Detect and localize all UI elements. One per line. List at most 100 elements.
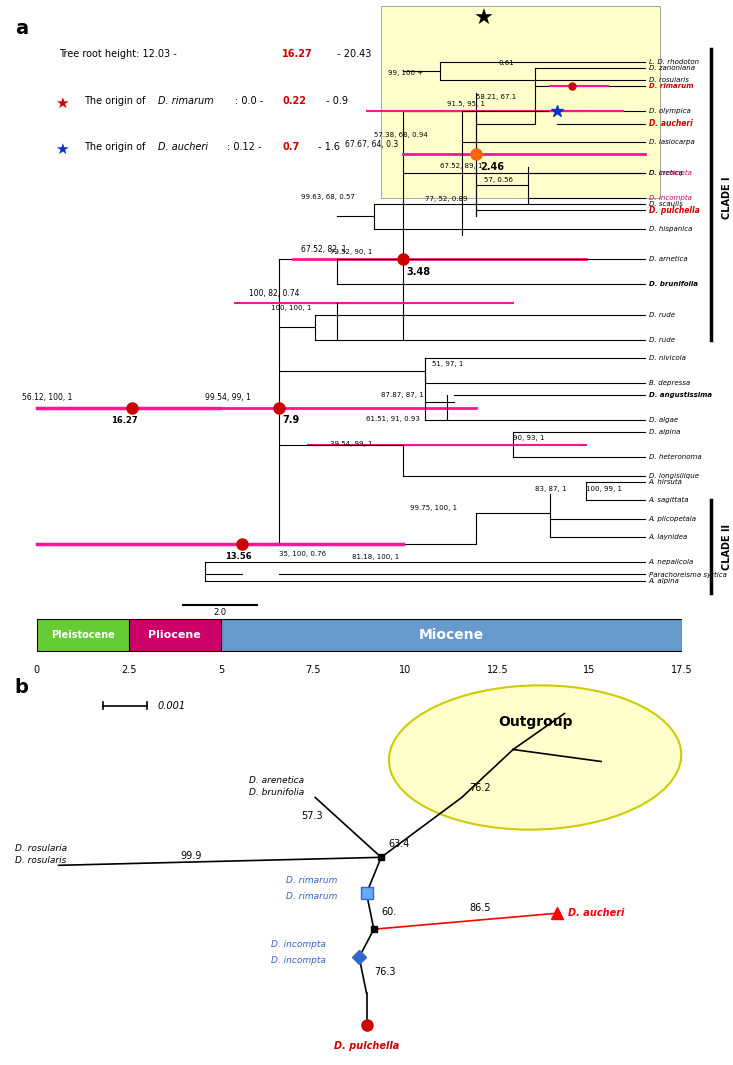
Text: D. rimarum: D. rimarum (158, 96, 213, 105)
Text: Outgroup: Outgroup (498, 715, 572, 728)
Text: 99.9: 99.9 (180, 851, 202, 862)
Ellipse shape (389, 686, 681, 830)
Text: 2.46: 2.46 (480, 162, 504, 171)
Text: D. longisilique: D. longisilique (649, 473, 699, 478)
Text: 77, 52, 0.89: 77, 52, 0.89 (425, 196, 468, 201)
Text: 7.5: 7.5 (306, 665, 321, 675)
Text: L. D. rhodoton: L. D. rhodoton (649, 59, 699, 65)
Text: 39.54, 99, 1: 39.54, 99, 1 (330, 441, 372, 447)
Text: 60.: 60. (381, 907, 397, 917)
Text: A. plicopetala: A. plicopetala (649, 515, 696, 522)
Text: 3.48: 3.48 (407, 267, 431, 277)
Text: 100, 100, 1: 100, 100, 1 (271, 305, 312, 311)
Text: 0.61: 0.61 (498, 60, 514, 66)
Text: D. aucheri: D. aucheri (568, 908, 625, 918)
Text: 0.001: 0.001 (158, 701, 185, 710)
Text: 86.5: 86.5 (469, 903, 490, 914)
Text: 0.7: 0.7 (282, 142, 300, 152)
Text: D. aucheri: D. aucheri (158, 142, 207, 152)
Text: 2.5: 2.5 (121, 665, 136, 675)
Text: a: a (15, 18, 28, 37)
Text: D. angustissima: D. angustissima (649, 392, 712, 398)
Text: 100, 99, 1: 100, 99, 1 (586, 486, 622, 492)
Text: D. nivicola: D. nivicola (649, 356, 685, 361)
Text: 10: 10 (399, 665, 411, 675)
Text: 56.12, 100, 1: 56.12, 100, 1 (22, 393, 73, 403)
Text: 57.3: 57.3 (301, 812, 323, 821)
Text: D. rimarum: D. rimarum (286, 876, 337, 885)
Text: 72.52, 90, 1: 72.52, 90, 1 (330, 249, 372, 256)
Text: D. zanoniana: D. zanoniana (649, 65, 695, 71)
Text: D. incompta: D. incompta (649, 195, 691, 200)
FancyBboxPatch shape (381, 6, 660, 198)
Text: A. hirsuta: A. hirsuta (649, 479, 682, 485)
Text: CLADE II: CLADE II (722, 524, 732, 570)
Text: 99.54, 99, 1: 99.54, 99, 1 (205, 393, 251, 403)
Bar (221, 619, 682, 651)
Text: 99, 100 +: 99, 100 + (388, 70, 424, 77)
Text: : 0.0 -: : 0.0 - (235, 96, 266, 105)
Text: 12.5: 12.5 (487, 665, 508, 675)
Text: D. brunifolia: D. brunifolia (249, 788, 304, 798)
Text: 13.56: 13.56 (225, 552, 251, 561)
Text: D. cretica: D. cretica (649, 170, 682, 176)
Text: A. laynidea: A. laynidea (649, 535, 688, 540)
Bar (37, 619, 129, 651)
Text: ★: ★ (55, 142, 69, 157)
Text: The origin of: The origin of (84, 142, 149, 152)
Text: D. pulchella: D. pulchella (649, 206, 699, 214)
Text: D. rosularia: D. rosularia (15, 845, 67, 853)
Text: A. nepalicola: A. nepalicola (649, 559, 694, 566)
Text: 51, 97, 1: 51, 97, 1 (432, 361, 464, 366)
Text: D. rimarum: D. rimarum (286, 892, 337, 901)
Text: 5: 5 (218, 665, 224, 675)
Text: 67.52, 82, 1: 67.52, 82, 1 (301, 245, 346, 255)
Text: D. olympica: D. olympica (649, 109, 690, 114)
Text: A. sagittata: A. sagittata (649, 497, 689, 504)
Text: D. aucheri: D. aucheri (649, 119, 693, 128)
Text: D. arnetica: D. arnetica (649, 257, 688, 262)
Text: 63.4: 63.4 (388, 839, 410, 850)
Text: 100, 82, 0.74: 100, 82, 0.74 (249, 290, 300, 298)
Text: b: b (15, 677, 29, 697)
Text: 2.0: 2.0 (213, 608, 226, 617)
Text: D. lasiocarpa: D. lasiocarpa (649, 140, 694, 145)
Text: ★: ★ (55, 96, 69, 111)
Text: Miocene: Miocene (419, 627, 484, 642)
Text: 17.5: 17.5 (671, 665, 693, 675)
Text: 58.21, 67.1: 58.21, 67.1 (476, 94, 517, 100)
Text: 16.27: 16.27 (282, 49, 313, 60)
Text: D. brunifolia: D. brunifolia (649, 281, 698, 288)
Text: D. incompta: D. incompta (649, 170, 691, 176)
Text: 57, 0.56: 57, 0.56 (484, 177, 513, 183)
Text: D. algae: D. algae (649, 417, 678, 423)
Text: D. pulchella: D. pulchella (334, 1042, 399, 1051)
Text: D. rimarum: D. rimarum (649, 83, 693, 89)
Text: ★: ★ (474, 10, 494, 29)
Text: 67.67, 64, 0.3: 67.67, 64, 0.3 (345, 140, 398, 149)
Text: : 0.12 -: : 0.12 - (227, 142, 265, 152)
Text: 61.51, 91, 0.93: 61.51, 91, 0.93 (366, 416, 420, 422)
Text: 0: 0 (34, 665, 40, 675)
Text: - 20.43: - 20.43 (334, 49, 371, 60)
Text: D. incompta: D. incompta (271, 956, 326, 965)
Text: CLADE I: CLADE I (722, 177, 732, 219)
Text: 99.63, 68, 0.57: 99.63, 68, 0.57 (301, 194, 354, 200)
Text: D. hispanica: D. hispanica (649, 226, 692, 231)
Text: 16.27: 16.27 (111, 416, 138, 425)
Text: D. scaulis: D. scaulis (649, 201, 682, 207)
Text: 15: 15 (583, 665, 596, 675)
Text: Tree root height: 12.03 -: Tree root height: 12.03 - (59, 49, 180, 60)
Text: D. rosularis: D. rosularis (649, 78, 688, 83)
Bar (129, 619, 221, 651)
Text: D. heteronoma: D. heteronoma (649, 454, 701, 460)
Text: - 0.9: - 0.9 (323, 96, 347, 105)
Text: Parachoreisma syrtica: Parachoreisma syrtica (649, 572, 726, 577)
Text: 67.52, 89, 1: 67.52, 89, 1 (440, 163, 482, 169)
Text: D. rosularis: D. rosularis (15, 856, 66, 865)
Text: D. arenetica: D. arenetica (249, 776, 304, 786)
Text: 90, 93, 1: 90, 93, 1 (513, 435, 545, 441)
Text: Pliocene: Pliocene (149, 629, 202, 640)
Text: B. depressa: B. depressa (649, 380, 690, 386)
Text: A. alpina: A. alpina (649, 577, 679, 584)
